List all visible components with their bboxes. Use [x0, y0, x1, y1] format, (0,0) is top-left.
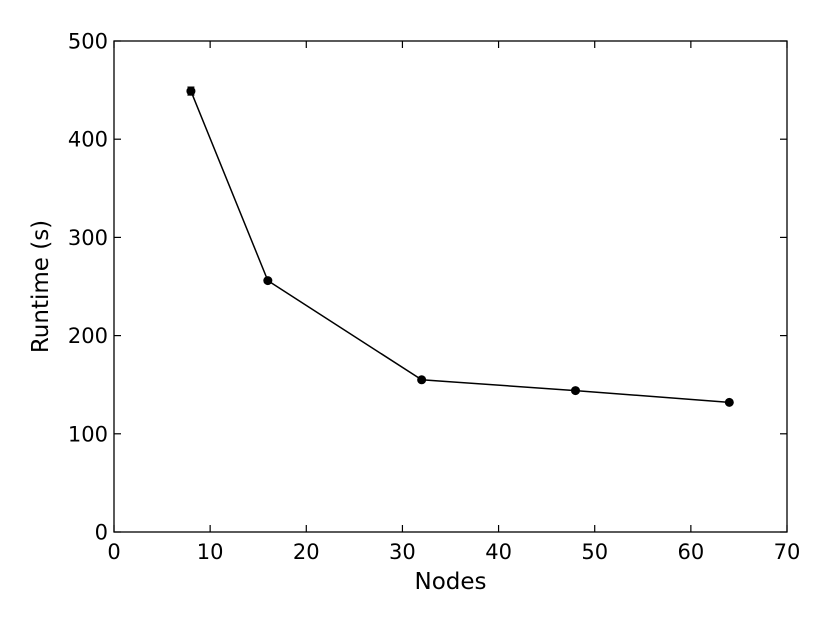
y-tick-label: 300: [68, 226, 108, 250]
data-point: [263, 276, 273, 286]
y-tick-label: 500: [68, 30, 108, 54]
plot-frame: [113, 40, 788, 533]
x-axis-tick-labels: 0 10 20 30 40 50 60 70: [107, 540, 800, 564]
x-tick-label: 40: [485, 540, 512, 564]
y-tick-label: 200: [68, 324, 108, 348]
x-tick-label: 20: [293, 540, 320, 564]
plot-background: [114, 41, 787, 532]
x-tick-label: 10: [197, 540, 224, 564]
data-point: [724, 397, 734, 407]
data-point: [570, 386, 580, 396]
y-axis-label: Runtime (s): [28, 220, 54, 353]
series-layer: [186, 86, 734, 407]
x-axis-ticks: [113, 41, 788, 532]
x-tick-label: 70: [774, 540, 801, 564]
y-tick-label: 0: [95, 521, 108, 545]
y-tick-label: 100: [68, 422, 108, 446]
data-point: [417, 375, 427, 385]
data-point: [186, 86, 196, 96]
x-tick-label: 0: [107, 540, 120, 564]
x-tick-label: 50: [581, 540, 608, 564]
x-axis-label: Nodes: [414, 569, 486, 595]
x-tick-label: 60: [677, 540, 704, 564]
y-tick-label: 400: [68, 128, 108, 152]
y-axis-tick-labels: 0 100 200 300 400 500: [68, 30, 108, 545]
x-tick-label: 30: [389, 540, 416, 564]
